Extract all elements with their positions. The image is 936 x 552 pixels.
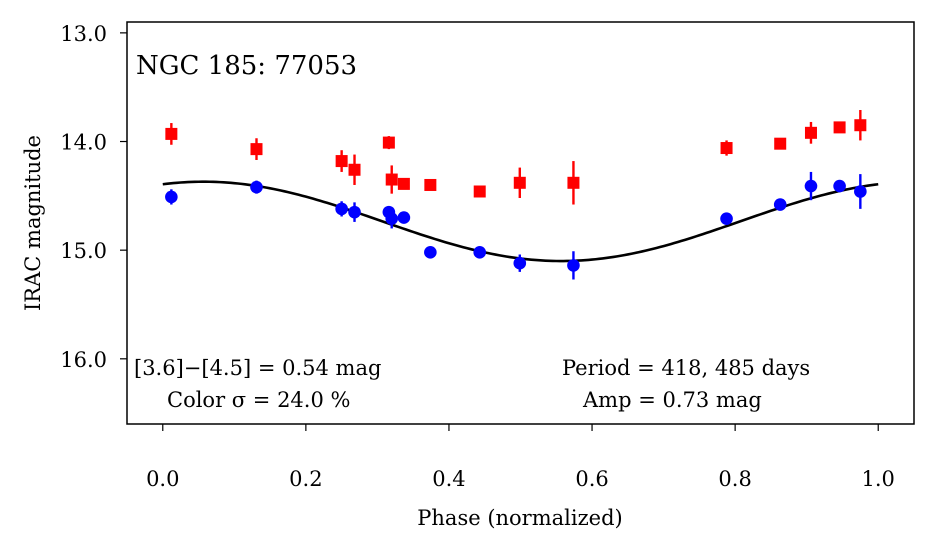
y-tick-label: 15.0	[60, 239, 107, 263]
blue-circle-point	[773, 198, 787, 211]
red-square-point	[720, 142, 733, 155]
x-tick-label: 0.6	[575, 467, 608, 491]
blue-circle-point	[397, 211, 411, 224]
red-square-point	[424, 178, 437, 191]
red-square-point	[385, 173, 398, 186]
y-axis-label: IRAC magnitude	[21, 135, 45, 311]
blue-circle-point	[720, 212, 733, 225]
x-tick-label: 1.0	[862, 467, 895, 491]
blue-circle-point	[348, 205, 361, 219]
blue-circle-point	[833, 179, 846, 193]
red-square-point	[250, 143, 263, 156]
red-square-point	[348, 163, 361, 176]
red-square-point	[833, 121, 846, 134]
red-square-point	[397, 177, 410, 190]
color-annotation-2: Color σ = 24.0 %	[167, 388, 350, 412]
red-square-point	[854, 119, 867, 132]
blue-circle-point	[473, 246, 487, 259]
blue-circle-point	[854, 185, 867, 198]
points-layer	[165, 110, 867, 280]
red-square-point	[165, 127, 178, 140]
color-annotation-1: [3.6]−[4.5] = 0.54 mag	[134, 356, 381, 380]
blue-circle-point	[804, 179, 818, 193]
x-tick-label: 0.2	[289, 467, 322, 491]
blue-circle-point	[567, 259, 580, 272]
red-square-point	[382, 136, 395, 149]
x-tick-label: 0.8	[718, 467, 751, 491]
period-annotation: Period = 418, 485 days	[562, 356, 810, 380]
red-square-point	[513, 176, 526, 189]
x-axis-label: Phase (normalized)	[417, 506, 622, 530]
y-tick-label: 13.0	[60, 22, 107, 46]
ticks-layer: 0.0 0.2 0.4 0.6 0.8 1.0 13.0 14.0 15.0 16.0	[60, 22, 895, 491]
blue-circle-point	[165, 190, 178, 204]
y-tick-label: 14.0	[60, 131, 107, 155]
plot-frame	[126, 21, 915, 425]
blue-circle-point	[513, 256, 527, 270]
red-square-point	[335, 155, 348, 168]
red-square-point	[804, 126, 817, 139]
x-tick-label: 0.0	[146, 467, 179, 491]
blue-circle-point	[424, 246, 437, 259]
blue-circle-point	[385, 212, 399, 225]
x-tick-label: 0.4	[432, 467, 465, 491]
blue-circle-point	[335, 202, 348, 216]
amp-annotation: Amp = 0.73 mag	[582, 388, 762, 412]
red-square-point	[473, 185, 486, 198]
red-square-point	[774, 137, 787, 150]
red-square-point	[567, 176, 580, 189]
blue-circle-point	[250, 180, 263, 194]
y-tick-label: 16.0	[60, 348, 107, 372]
chart-title: NGC 185: 77053	[136, 51, 357, 81]
